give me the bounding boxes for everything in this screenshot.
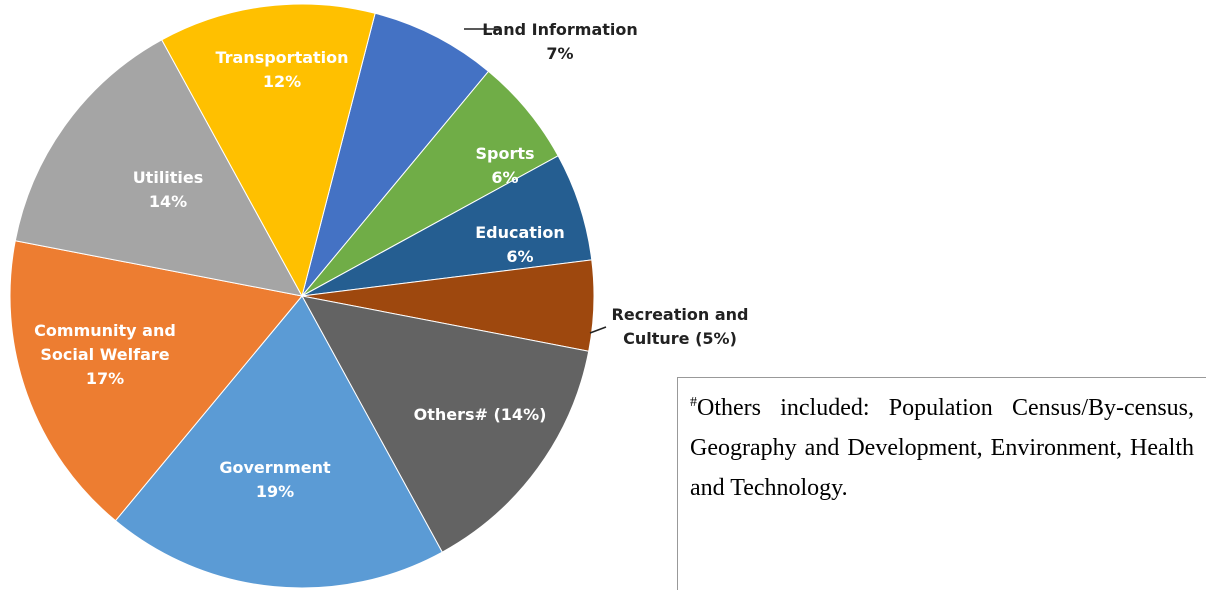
slice: [301, 295, 590, 553]
slice-label: Transportation 12%: [202, 46, 362, 94]
category-label: Others#: [413, 405, 488, 424]
slice: [301, 12, 490, 297]
slice: [161, 3, 376, 298]
slice: [14, 39, 303, 297]
slice-label: Others# (14%): [370, 403, 590, 427]
footnote-text: Others included: Population Census/By-ce…: [690, 395, 1194, 501]
value-label: (14%): [493, 405, 547, 424]
value-label: (5%): [695, 329, 737, 348]
value-label: 19%: [255, 482, 295, 501]
category-label: Utilities: [132, 168, 204, 187]
slice-label: Recreation and Culture (5%): [590, 303, 770, 351]
category-label: Education: [475, 223, 565, 242]
value-label: 14%: [148, 192, 188, 211]
value-label: 12%: [262, 72, 302, 91]
category-label: Sports: [475, 144, 535, 163]
value-label: 6%: [491, 168, 519, 187]
leader-line: [589, 326, 607, 334]
footnote-marker: #: [690, 395, 697, 410]
category-label: Land Information: [482, 20, 638, 39]
slice-label: Government 19%: [195, 456, 355, 504]
slice-label: Community and Social Welfare 17%: [5, 319, 205, 391]
category-label: Government: [219, 458, 331, 477]
slice-label: Utilities 14%: [108, 166, 228, 214]
slice-label: Education 6%: [455, 221, 585, 269]
value-label: 7%: [546, 44, 574, 63]
slice: [9, 240, 303, 522]
slice-label: Land Information 7%: [450, 18, 670, 66]
value-label: 6%: [506, 247, 534, 266]
footnote: #Others included: Population Census/By-c…: [677, 377, 1206, 590]
value-label: 17%: [85, 369, 125, 388]
slice-label: Sports 6%: [455, 142, 555, 190]
category-label: Transportation: [215, 48, 349, 67]
category-label: Recreation and Culture: [611, 305, 749, 348]
slice: [114, 295, 443, 589]
category-label: Community and Social Welfare: [34, 321, 176, 364]
